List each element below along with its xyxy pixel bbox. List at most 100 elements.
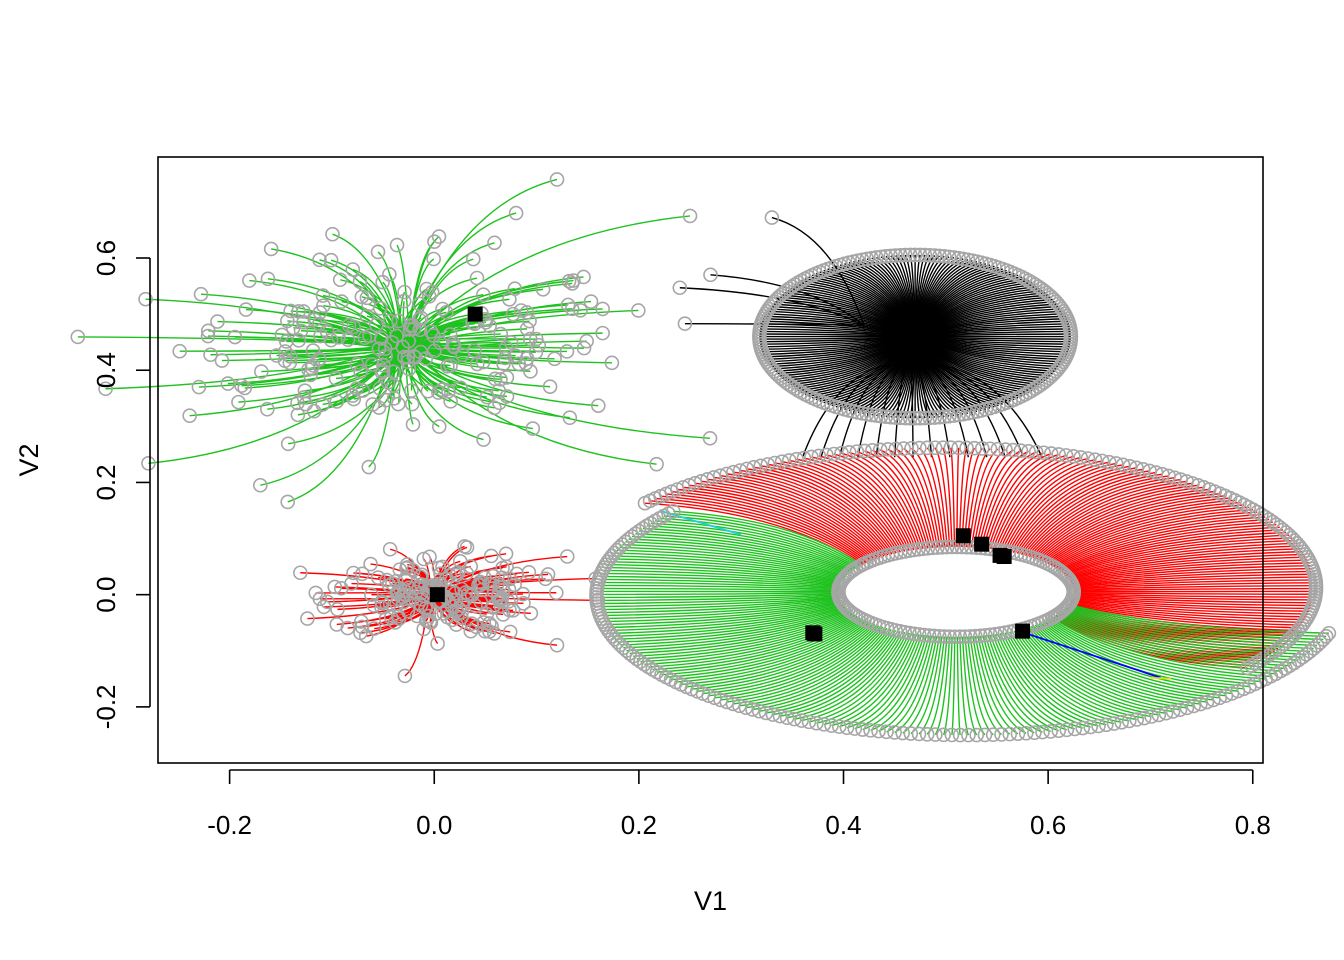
data-point xyxy=(399,561,414,576)
connector-line xyxy=(760,465,897,554)
data-point xyxy=(382,596,398,611)
data-point xyxy=(1321,625,1337,641)
connector-line xyxy=(942,447,953,548)
data-point xyxy=(1094,453,1110,469)
data-point xyxy=(859,406,875,422)
connector-line xyxy=(1014,468,1144,554)
data-point xyxy=(396,589,411,605)
data-point xyxy=(902,410,918,426)
data-point xyxy=(952,629,968,645)
data-point xyxy=(935,440,951,456)
connector-line xyxy=(862,635,928,731)
connector-line xyxy=(599,597,840,614)
data-point xyxy=(349,381,364,396)
y-tick-label: 0.4 xyxy=(91,352,121,388)
cluster-center xyxy=(467,306,483,322)
connector-line xyxy=(838,363,895,458)
data-point xyxy=(182,408,197,423)
connector-lines xyxy=(77,178,1329,736)
accent-line xyxy=(1150,676,1171,680)
data-point xyxy=(1057,601,1073,617)
connector-line xyxy=(714,625,880,699)
data-point xyxy=(513,303,529,318)
connector-line xyxy=(1024,627,1181,711)
connector-line xyxy=(1065,539,1295,576)
data-point xyxy=(725,696,741,712)
data-point xyxy=(404,592,420,608)
connector-line xyxy=(959,636,970,736)
data-point xyxy=(327,579,343,595)
connector-line xyxy=(702,623,876,695)
data-point xyxy=(859,251,875,267)
data-point xyxy=(370,244,386,260)
data-point xyxy=(864,407,879,423)
data-point xyxy=(911,627,927,642)
data-point xyxy=(412,322,428,338)
data-point xyxy=(312,316,327,332)
data-point xyxy=(974,441,990,456)
data-point xyxy=(359,290,375,306)
connector-line xyxy=(1048,618,1261,683)
data-point xyxy=(1206,692,1221,708)
data-point xyxy=(485,568,501,584)
cluster-center xyxy=(429,587,445,603)
data-point xyxy=(237,380,253,396)
data-point xyxy=(779,710,795,725)
connector-line xyxy=(661,617,862,676)
connector-line xyxy=(951,636,956,736)
connector-line xyxy=(759,629,894,712)
data-point xyxy=(590,398,606,413)
connector-line xyxy=(1040,622,1233,695)
data-point xyxy=(1106,716,1122,731)
data-point xyxy=(304,360,320,376)
data-point xyxy=(465,251,481,267)
connector-line xyxy=(691,622,872,690)
data-point xyxy=(300,611,315,626)
connector-line xyxy=(650,500,864,565)
data-point xyxy=(703,267,718,283)
connector-line xyxy=(412,346,657,465)
data-point xyxy=(479,606,495,622)
connector-line xyxy=(1067,548,1302,579)
data-point xyxy=(1136,710,1152,726)
data-point xyxy=(951,440,967,456)
data-point xyxy=(354,614,369,629)
y-tick-label: 0.6 xyxy=(91,240,121,276)
data-point xyxy=(172,343,188,359)
data-point xyxy=(498,546,514,562)
connector-line xyxy=(598,596,840,611)
connector-line xyxy=(1053,616,1276,675)
data-point xyxy=(873,249,889,265)
data-point xyxy=(404,396,420,412)
connector-line xyxy=(1073,582,1316,590)
data-point xyxy=(507,577,522,593)
connector-line xyxy=(1072,573,1315,587)
data-point xyxy=(487,235,502,251)
data-point xyxy=(782,453,797,468)
data-point xyxy=(296,315,311,330)
connector-line xyxy=(726,626,884,703)
data-point xyxy=(1122,458,1138,474)
data-point xyxy=(1115,457,1131,473)
connector-line xyxy=(1056,518,1270,570)
data-point xyxy=(732,463,748,478)
data-point xyxy=(426,251,441,267)
data-point xyxy=(507,281,523,297)
connector-line xyxy=(879,449,934,549)
data-point xyxy=(435,301,450,317)
data-point xyxy=(1018,725,1034,741)
data-point xyxy=(916,627,932,643)
connector-line xyxy=(604,566,841,585)
data-point xyxy=(260,271,276,287)
data-point xyxy=(378,392,394,408)
connector-line xyxy=(1046,501,1240,564)
connector-line xyxy=(854,634,925,730)
data-point xyxy=(937,629,952,644)
data-point xyxy=(1043,724,1058,739)
x-tick-label: 0.2 xyxy=(621,810,657,840)
connector-line xyxy=(1064,537,1292,576)
data-point xyxy=(505,306,521,322)
data-point xyxy=(203,347,218,363)
connector-line xyxy=(1050,508,1254,567)
connector-line xyxy=(639,530,852,573)
